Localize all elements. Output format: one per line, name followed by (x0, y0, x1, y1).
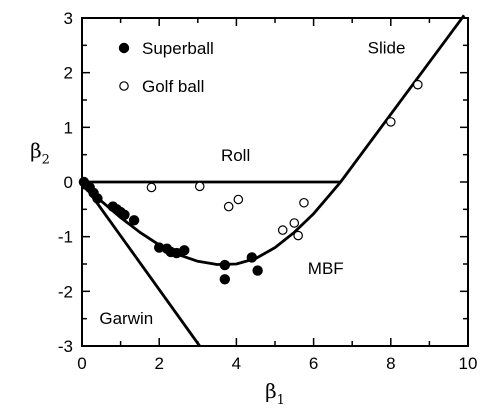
y-tick-label: 2 (64, 64, 73, 83)
x-tick-label: 6 (309, 354, 318, 373)
annotations-layer: Roll Slide MBF Garwin (99, 39, 405, 329)
curves-layer (80, 14, 466, 347)
y-tick-label: -1 (58, 228, 73, 247)
point-superball (92, 193, 103, 204)
point-superball (119, 209, 130, 220)
point-golf-ball (293, 230, 303, 241)
x-axis-label-subscript: 1 (277, 393, 285, 408)
y-tick-label: -2 (58, 282, 73, 301)
annotation-roll: Roll (221, 146, 250, 165)
annotation-mbf: MBF (308, 259, 344, 278)
legend-marker-golf-ball (119, 81, 129, 91)
x-tick-label: 2 (154, 354, 163, 373)
y-axis-label: β2 (30, 138, 50, 167)
x-tick-label: 4 (232, 354, 241, 373)
point-superball (179, 245, 190, 256)
annotation-garwin: Garwin (99, 309, 153, 328)
curve-mbf (81, 181, 342, 266)
x-tick-label: 0 (77, 354, 86, 373)
legend-label-superball: Superball (142, 39, 214, 58)
y-tick-label: 3 (64, 9, 73, 28)
y-tick-label: -3 (58, 337, 73, 356)
point-superball (252, 265, 263, 276)
point-golf-ball (223, 201, 234, 212)
point-superball (246, 252, 258, 263)
y-tick-label: 0 (64, 173, 73, 192)
point-superball (219, 274, 231, 285)
legend: Superball Golf ball (118, 39, 214, 96)
point-golf-ball (194, 181, 205, 192)
x-axis-label: β1 (265, 379, 285, 408)
point-golf-ball (146, 182, 157, 193)
legend-label-golf-ball: Golf ball (142, 77, 204, 96)
legend-marker-superball (118, 42, 130, 54)
point-golf-ball (385, 117, 396, 127)
point-golf-ball (289, 218, 300, 228)
x-tick-label: 8 (386, 354, 395, 373)
point-golf-ball (299, 197, 309, 208)
annotation-slide: Slide (368, 39, 406, 58)
point-golf-ball (413, 79, 423, 90)
y-tick-label: 1 (64, 118, 73, 137)
point-golf-ball (233, 194, 244, 205)
point-superball (219, 259, 231, 271)
points-layer (78, 79, 423, 285)
y-axis-label-main: β (30, 138, 42, 162)
point-golf-ball (277, 225, 288, 235)
x-tick-label: 10 (459, 354, 478, 373)
point-superball (128, 215, 140, 226)
curve-slide (339, 14, 466, 183)
ticks-layer: 0 2 4 6 8 10 -3 -2 -1 0 1 2 3 (58, 9, 478, 373)
x-axis-label-main: β (265, 379, 277, 403)
curve-garwin (80, 181, 201, 347)
y-axis-label-subscript: 2 (42, 152, 50, 167)
